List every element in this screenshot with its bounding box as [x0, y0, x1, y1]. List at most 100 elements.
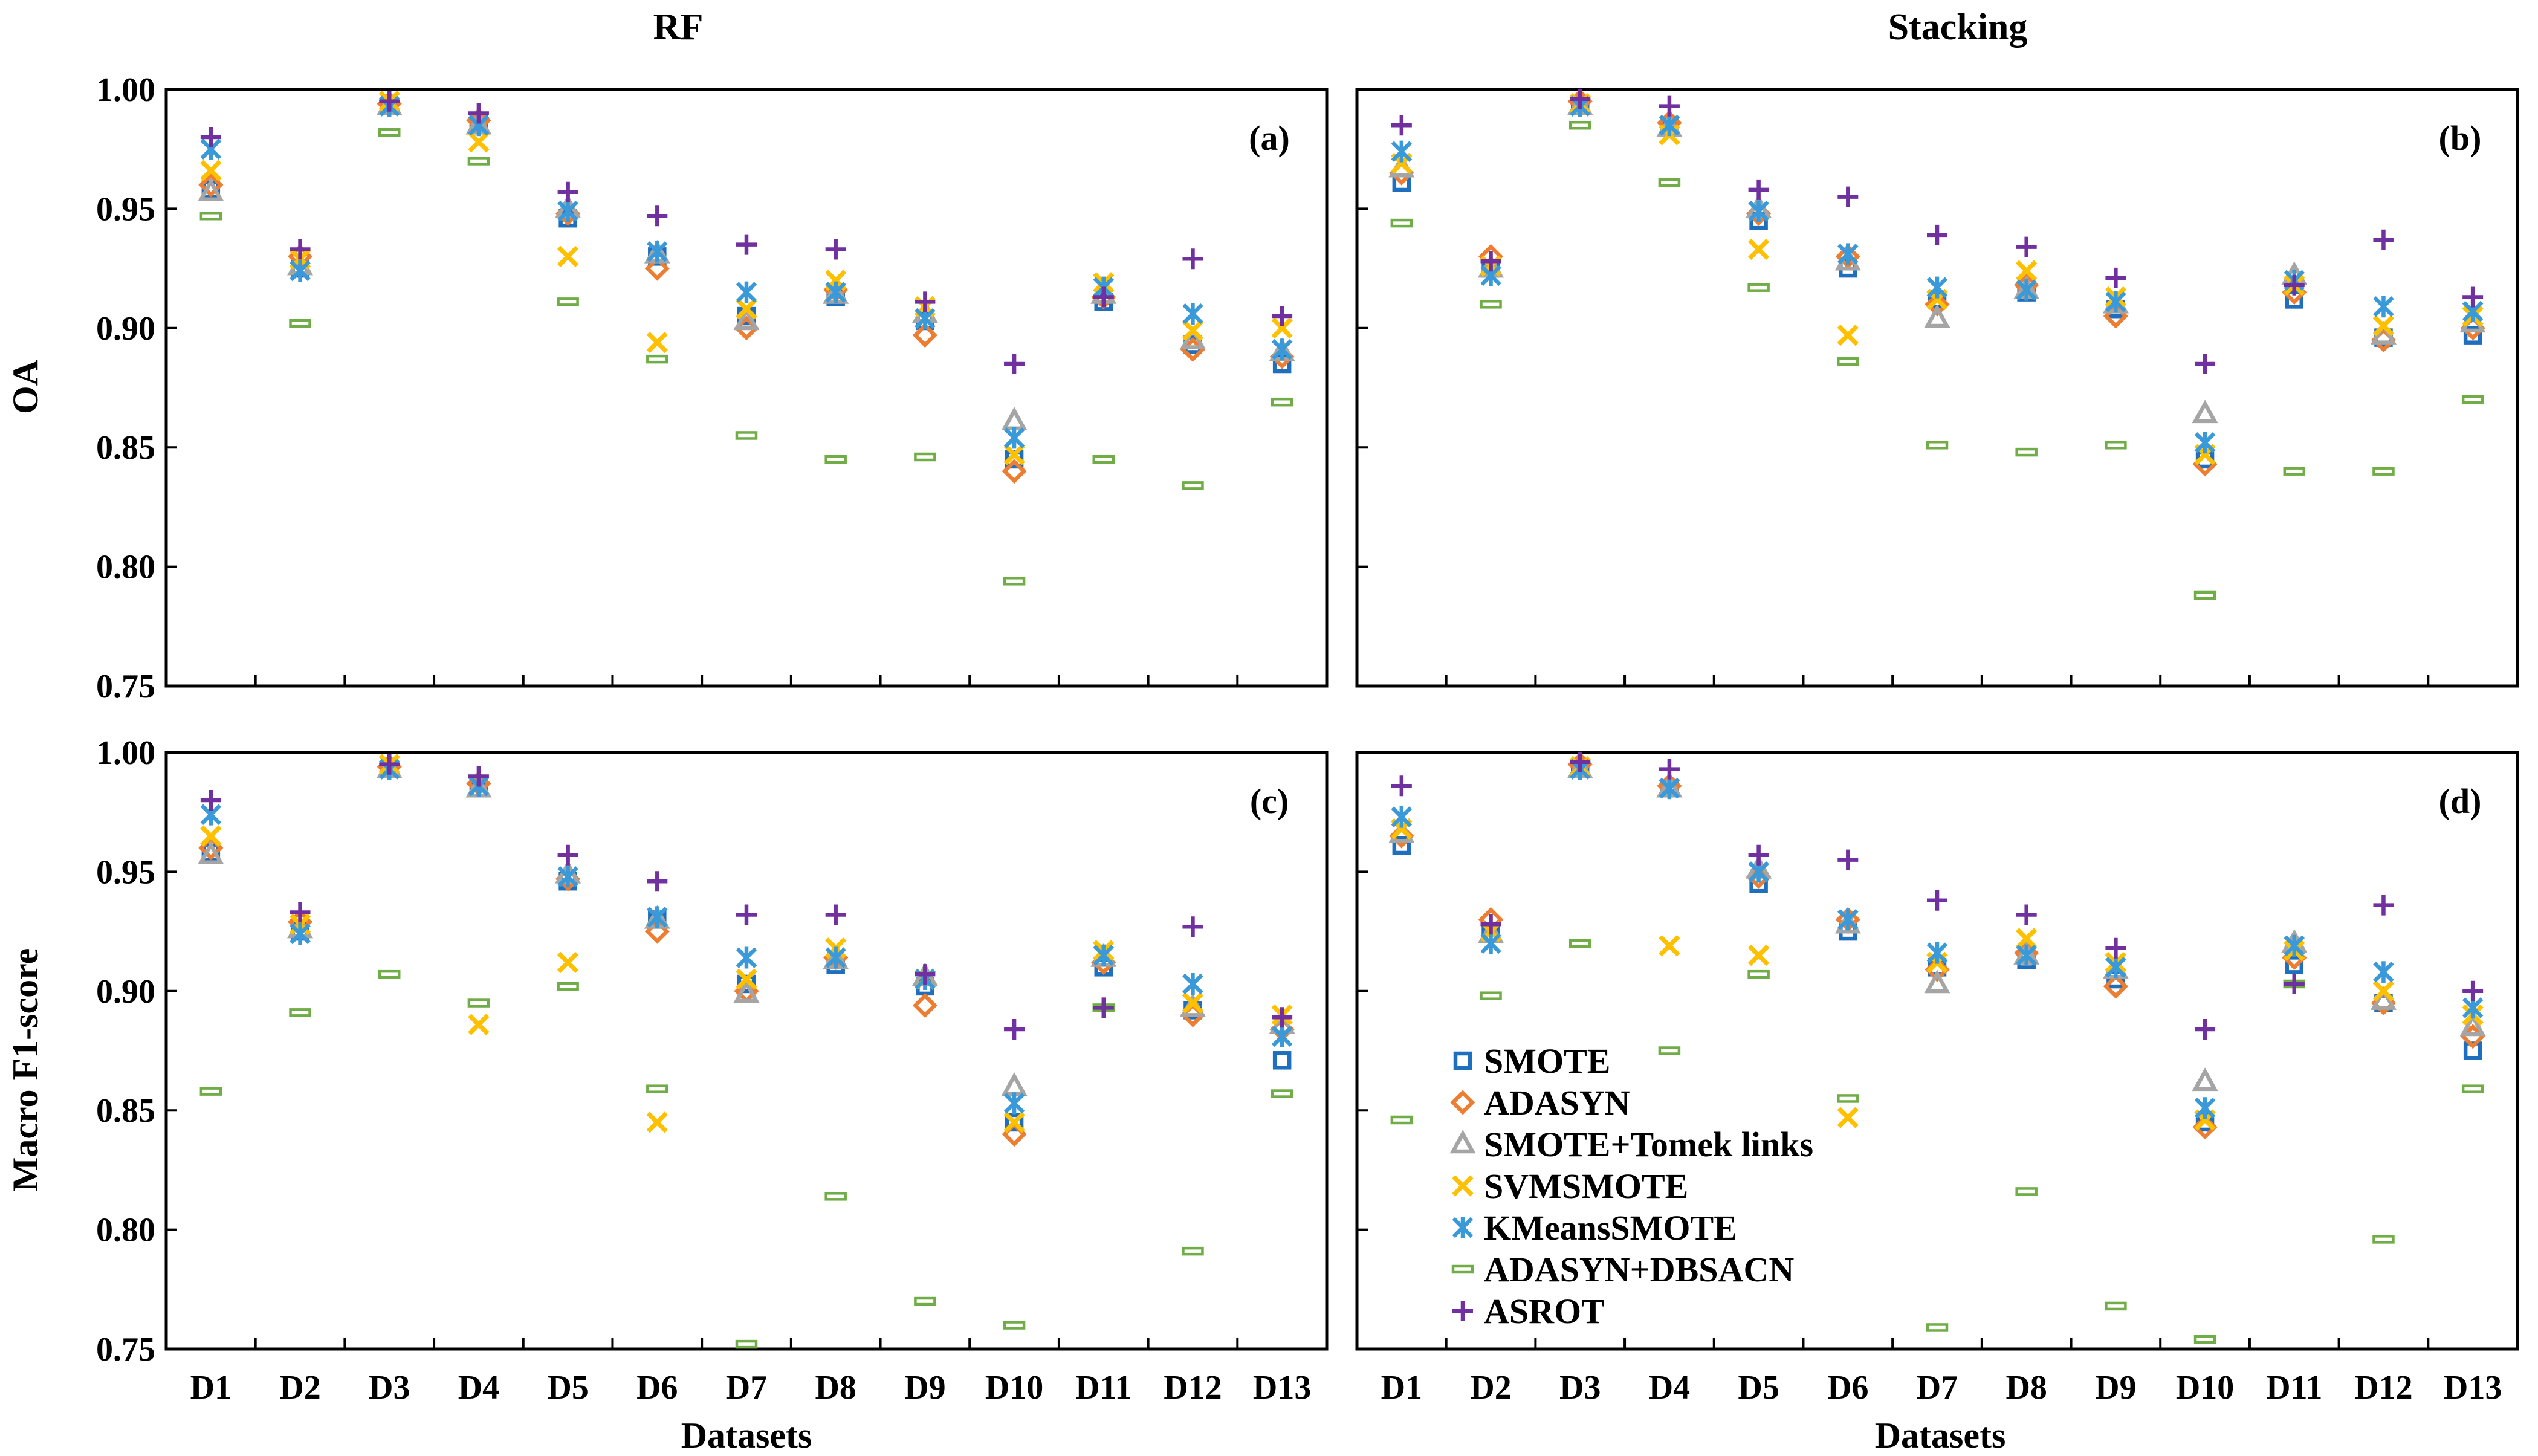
x-tick-label-d13: D13: [2444, 1369, 2502, 1406]
data-point-adasyn-dbsacn-d8: [2015, 1187, 2038, 1196]
data-point-adasyn-dbsacn-d4: [1658, 1046, 1681, 1055]
x-tick-label-d1: D1: [1381, 1369, 1422, 1406]
data-point-asrot-d8: [825, 239, 846, 260]
x-tick-label-d13: D13: [1253, 1369, 1311, 1406]
panel-label: (d): [2439, 781, 2482, 821]
data-point-asrot-d5: [557, 844, 578, 866]
data-point-asrot-d3: [1570, 751, 1591, 772]
legend-marker-adasyn: [1450, 1090, 1475, 1115]
data-point-adasyn-dbsacn-d10: [1003, 1321, 1026, 1330]
x-tick-label-d1: D1: [190, 1369, 231, 1406]
legend-item-kmeanssmote: KMeansSMOTE: [1452, 1208, 1737, 1247]
legend-item-asrot: ASROT: [1452, 1292, 1605, 1331]
data-point-smote-tomek-links-d10: [2192, 400, 2218, 424]
data-point-kmeanssmote-d9: [2105, 956, 2126, 979]
legend-label: SVMSMOTE: [1484, 1166, 1688, 1206]
data-point-kmeanssmote-d12: [2373, 296, 2394, 318]
data-point-adasyn-dbsacn-d13: [1271, 1089, 1293, 1098]
column-title-rf: RF: [653, 7, 704, 48]
data-point-asrot-d2: [290, 902, 311, 923]
y-axis-title-oa: OA: [5, 360, 45, 414]
data-point-asrot-d5: [557, 181, 578, 202]
data-point-adasyn-dbsacn-d1: [199, 211, 222, 221]
data-point-smote-tomek-links-d1: [198, 841, 224, 865]
x-tick-label-d2: D2: [1470, 1369, 1511, 1406]
legend-label: ADASYN: [1484, 1083, 1630, 1122]
y-tick-label: 0.80: [96, 1212, 155, 1249]
legend-label: KMeansSMOTE: [1484, 1208, 1737, 1247]
data-point-kmeanssmote-d10: [1003, 1092, 1025, 1115]
legend-marker-adasyn-dbsacn: [1451, 1264, 1474, 1274]
y-tick-label: 0.85: [96, 429, 155, 467]
x-tick-label-d5: D5: [1738, 1369, 1779, 1406]
data-point-asrot-d1: [200, 789, 221, 811]
y-tick-label: 0.95: [96, 853, 155, 891]
legend-label: SMOTE: [1484, 1041, 1611, 1081]
data-point-kmeanssmote-d11: [2284, 934, 2305, 957]
data-point-adasyn-dbsacn-d7: [735, 1339, 758, 1349]
data-point-asrot-d7: [736, 904, 757, 925]
data-point-adasyn-dbsacn-d1: [1390, 218, 1413, 228]
legend-item-svmsmote: SVMSMOTE: [1452, 1166, 1688, 1206]
data-point-asrot-d2: [290, 239, 311, 260]
data-point-adasyn-dbsacn-d7: [1926, 1323, 1949, 1332]
data-point-asrot-d2: [1480, 251, 1501, 272]
panel-a: 0.75 0.80 0.85 0.90 0.95 1.00 (a): [96, 71, 1329, 705]
data-point-adasyn-dbsacn-d6: [646, 1084, 668, 1093]
data-point-kmeanssmote-d5: [557, 200, 578, 222]
data-point-svmsmote-d6: [646, 331, 668, 354]
data-point-adasyn-dbsacn-d12: [2372, 467, 2395, 476]
legend-label: SMOTE+Tomek links: [1484, 1125, 1813, 1164]
data-point-asrot-d11: [1093, 997, 1114, 1018]
plot-frame: [164, 751, 1329, 1351]
data-point-svmsmote-d5: [1747, 944, 1770, 966]
panel-label: (b): [2439, 118, 2482, 158]
data-point-kmeanssmote-d7: [736, 281, 757, 303]
data-point-kmeanssmote-d1: [1391, 140, 1413, 163]
data-point-asrot-d10: [1004, 354, 1025, 375]
data-point-asrot-d10: [1004, 1018, 1025, 1040]
x-tick-label-d6: D6: [1827, 1369, 1868, 1406]
data-point-kmeanssmote-d2: [1480, 932, 1501, 954]
data-point-asrot-d4: [468, 766, 489, 787]
data-point-svmsmote-d6: [646, 1111, 668, 1133]
data-point-kmeanssmote-d10: [1003, 427, 1025, 449]
data-point-asrot-d8: [2016, 904, 2037, 925]
data-point-adasyn-dbsacn-d7: [735, 431, 758, 440]
series-smote-tomek-links: [1388, 754, 2486, 1092]
data-point-adasyn-dbsacn-d5: [1747, 969, 1770, 979]
data-point-smote-d10: [1005, 1113, 1024, 1132]
data-point-svmsmote-d6: [1837, 1107, 1859, 1128]
data-point-adasyn-dbsacn-d4: [1658, 178, 1681, 187]
data-point-kmeanssmote-d7: [1926, 276, 1948, 299]
data-point-svmsmote-d8: [2016, 260, 2038, 282]
data-point-adasyn-d6: [644, 256, 670, 281]
data-point-adasyn-dbsacn-d10: [2193, 590, 2216, 600]
data-point-asrot-d11: [2284, 274, 2305, 296]
plot-frame: [1355, 88, 2519, 688]
data-point-asrot-d9: [2105, 937, 2126, 959]
data-point-smote-d1: [1392, 836, 1411, 855]
data-point-adasyn-dbsacn-d10: [2193, 1335, 2216, 1344]
data-point-adasyn-dbsacn-d8: [2015, 447, 2038, 457]
series-kmeanssmote: [1391, 95, 2484, 454]
y-tick-label: 0.85: [96, 1092, 155, 1130]
data-point-kmeanssmote-d13: [1271, 338, 1293, 361]
data-point-asrot-d9: [915, 964, 936, 985]
legend-marker-asrot: [1452, 1301, 1473, 1321]
data-point-kmeanssmote-d4: [1659, 777, 1680, 800]
data-point-adasyn-d6: [1835, 244, 1860, 269]
data-point-adasyn-d10: [1002, 459, 1027, 484]
data-point-adasyn-dbsacn-d9: [2105, 1301, 2127, 1311]
data-point-kmeanssmote-d6: [647, 241, 668, 263]
data-point-adasyn-dbsacn-d3: [378, 128, 401, 137]
data-point-kmeanssmote-d7: [736, 946, 757, 969]
data-point-asrot-d4: [1659, 95, 1680, 117]
data-point-svmsmote-d7: [736, 968, 757, 990]
series-smote-tomek-links: [198, 91, 1295, 431]
data-point-adasyn-dbsacn-d13: [1271, 397, 1293, 407]
data-point-adasyn-dbsacn-d11: [1092, 455, 1115, 464]
x-tick-label-d4: D4: [458, 1369, 499, 1406]
data-point-asrot-d12: [1182, 248, 1203, 270]
data-point-adasyn-d1: [198, 172, 224, 198]
